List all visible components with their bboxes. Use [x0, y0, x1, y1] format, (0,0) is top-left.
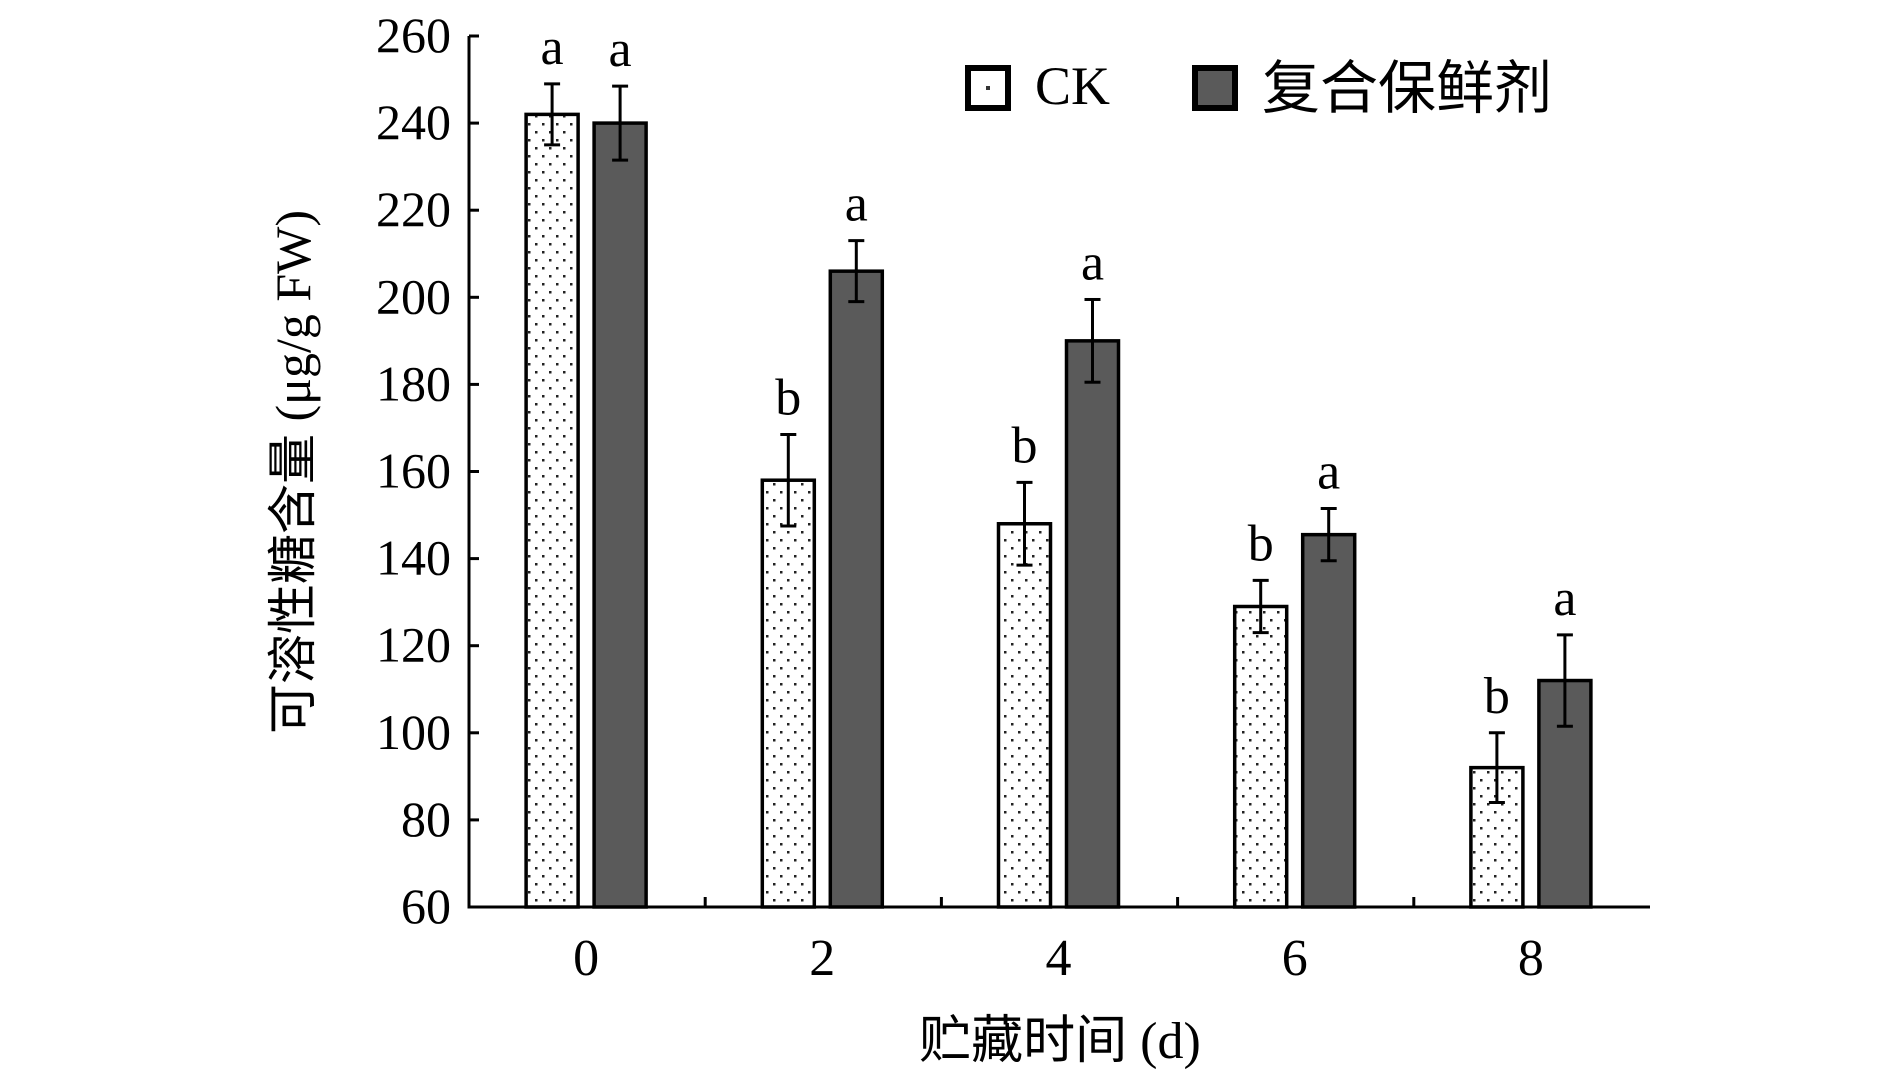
y-tick-label: 160 — [376, 443, 451, 499]
y-tick-label: 220 — [376, 181, 451, 237]
legend-label-treatment: 复合保鲜剂 — [1262, 56, 1552, 121]
bar-treatment — [592, 121, 648, 909]
legend-label-ck: CK — [1035, 56, 1110, 116]
legend-swatch-ck — [965, 65, 1011, 111]
x-tick-label: 8 — [1518, 930, 1544, 987]
y-tick-label: 140 — [376, 530, 451, 586]
y-tick-label: 180 — [376, 355, 451, 411]
bar-ck — [760, 478, 817, 909]
axes: 60 80 100 120 140 160 180 200 220 240 260 0 2 4 6 8 — [376, 7, 1650, 987]
bar-treatment — [1064, 339, 1121, 909]
x-tick-label: 0 — [573, 930, 599, 987]
significance-letter: a — [1317, 444, 1340, 501]
x-axis-label: 贮藏时间 (d) — [919, 1013, 1201, 1070]
legend-swatch-treatment — [1192, 65, 1238, 111]
bar-treatment — [828, 269, 885, 909]
significance-letter: b — [1012, 417, 1038, 474]
significance-letter: a — [609, 21, 632, 78]
significance-letter: b — [1484, 668, 1510, 725]
y-tick-label: 240 — [376, 94, 451, 150]
x-tick-label: 4 — [1046, 930, 1072, 987]
significance-letter: b — [775, 369, 801, 426]
y-tick-label: 260 — [376, 7, 451, 63]
y-tick-label: 80 — [401, 791, 451, 847]
y-tick-label: 200 — [376, 268, 451, 324]
significance-letter: b — [1248, 515, 1274, 572]
y-axis-label: 可溶性糖含量 (μg/g FW) — [265, 210, 321, 734]
y-tick-label: 60 — [401, 878, 451, 934]
x-tick-label: 2 — [809, 930, 835, 987]
legend: CK 复合保鲜剂 — [965, 56, 1552, 121]
significance-letter: a — [1553, 570, 1576, 627]
bar-ck — [996, 522, 1053, 909]
y-tick-label: 100 — [376, 704, 451, 760]
significance-letter: a — [541, 19, 564, 76]
x-tick-label: 6 — [1282, 930, 1308, 987]
significance-letter: a — [1081, 234, 1104, 291]
bar-ck — [524, 112, 580, 909]
bar-treatment — [1300, 532, 1357, 909]
y-tick-label: 120 — [376, 617, 451, 673]
significance-letter: a — [845, 176, 868, 233]
bar-ck — [1232, 604, 1289, 909]
